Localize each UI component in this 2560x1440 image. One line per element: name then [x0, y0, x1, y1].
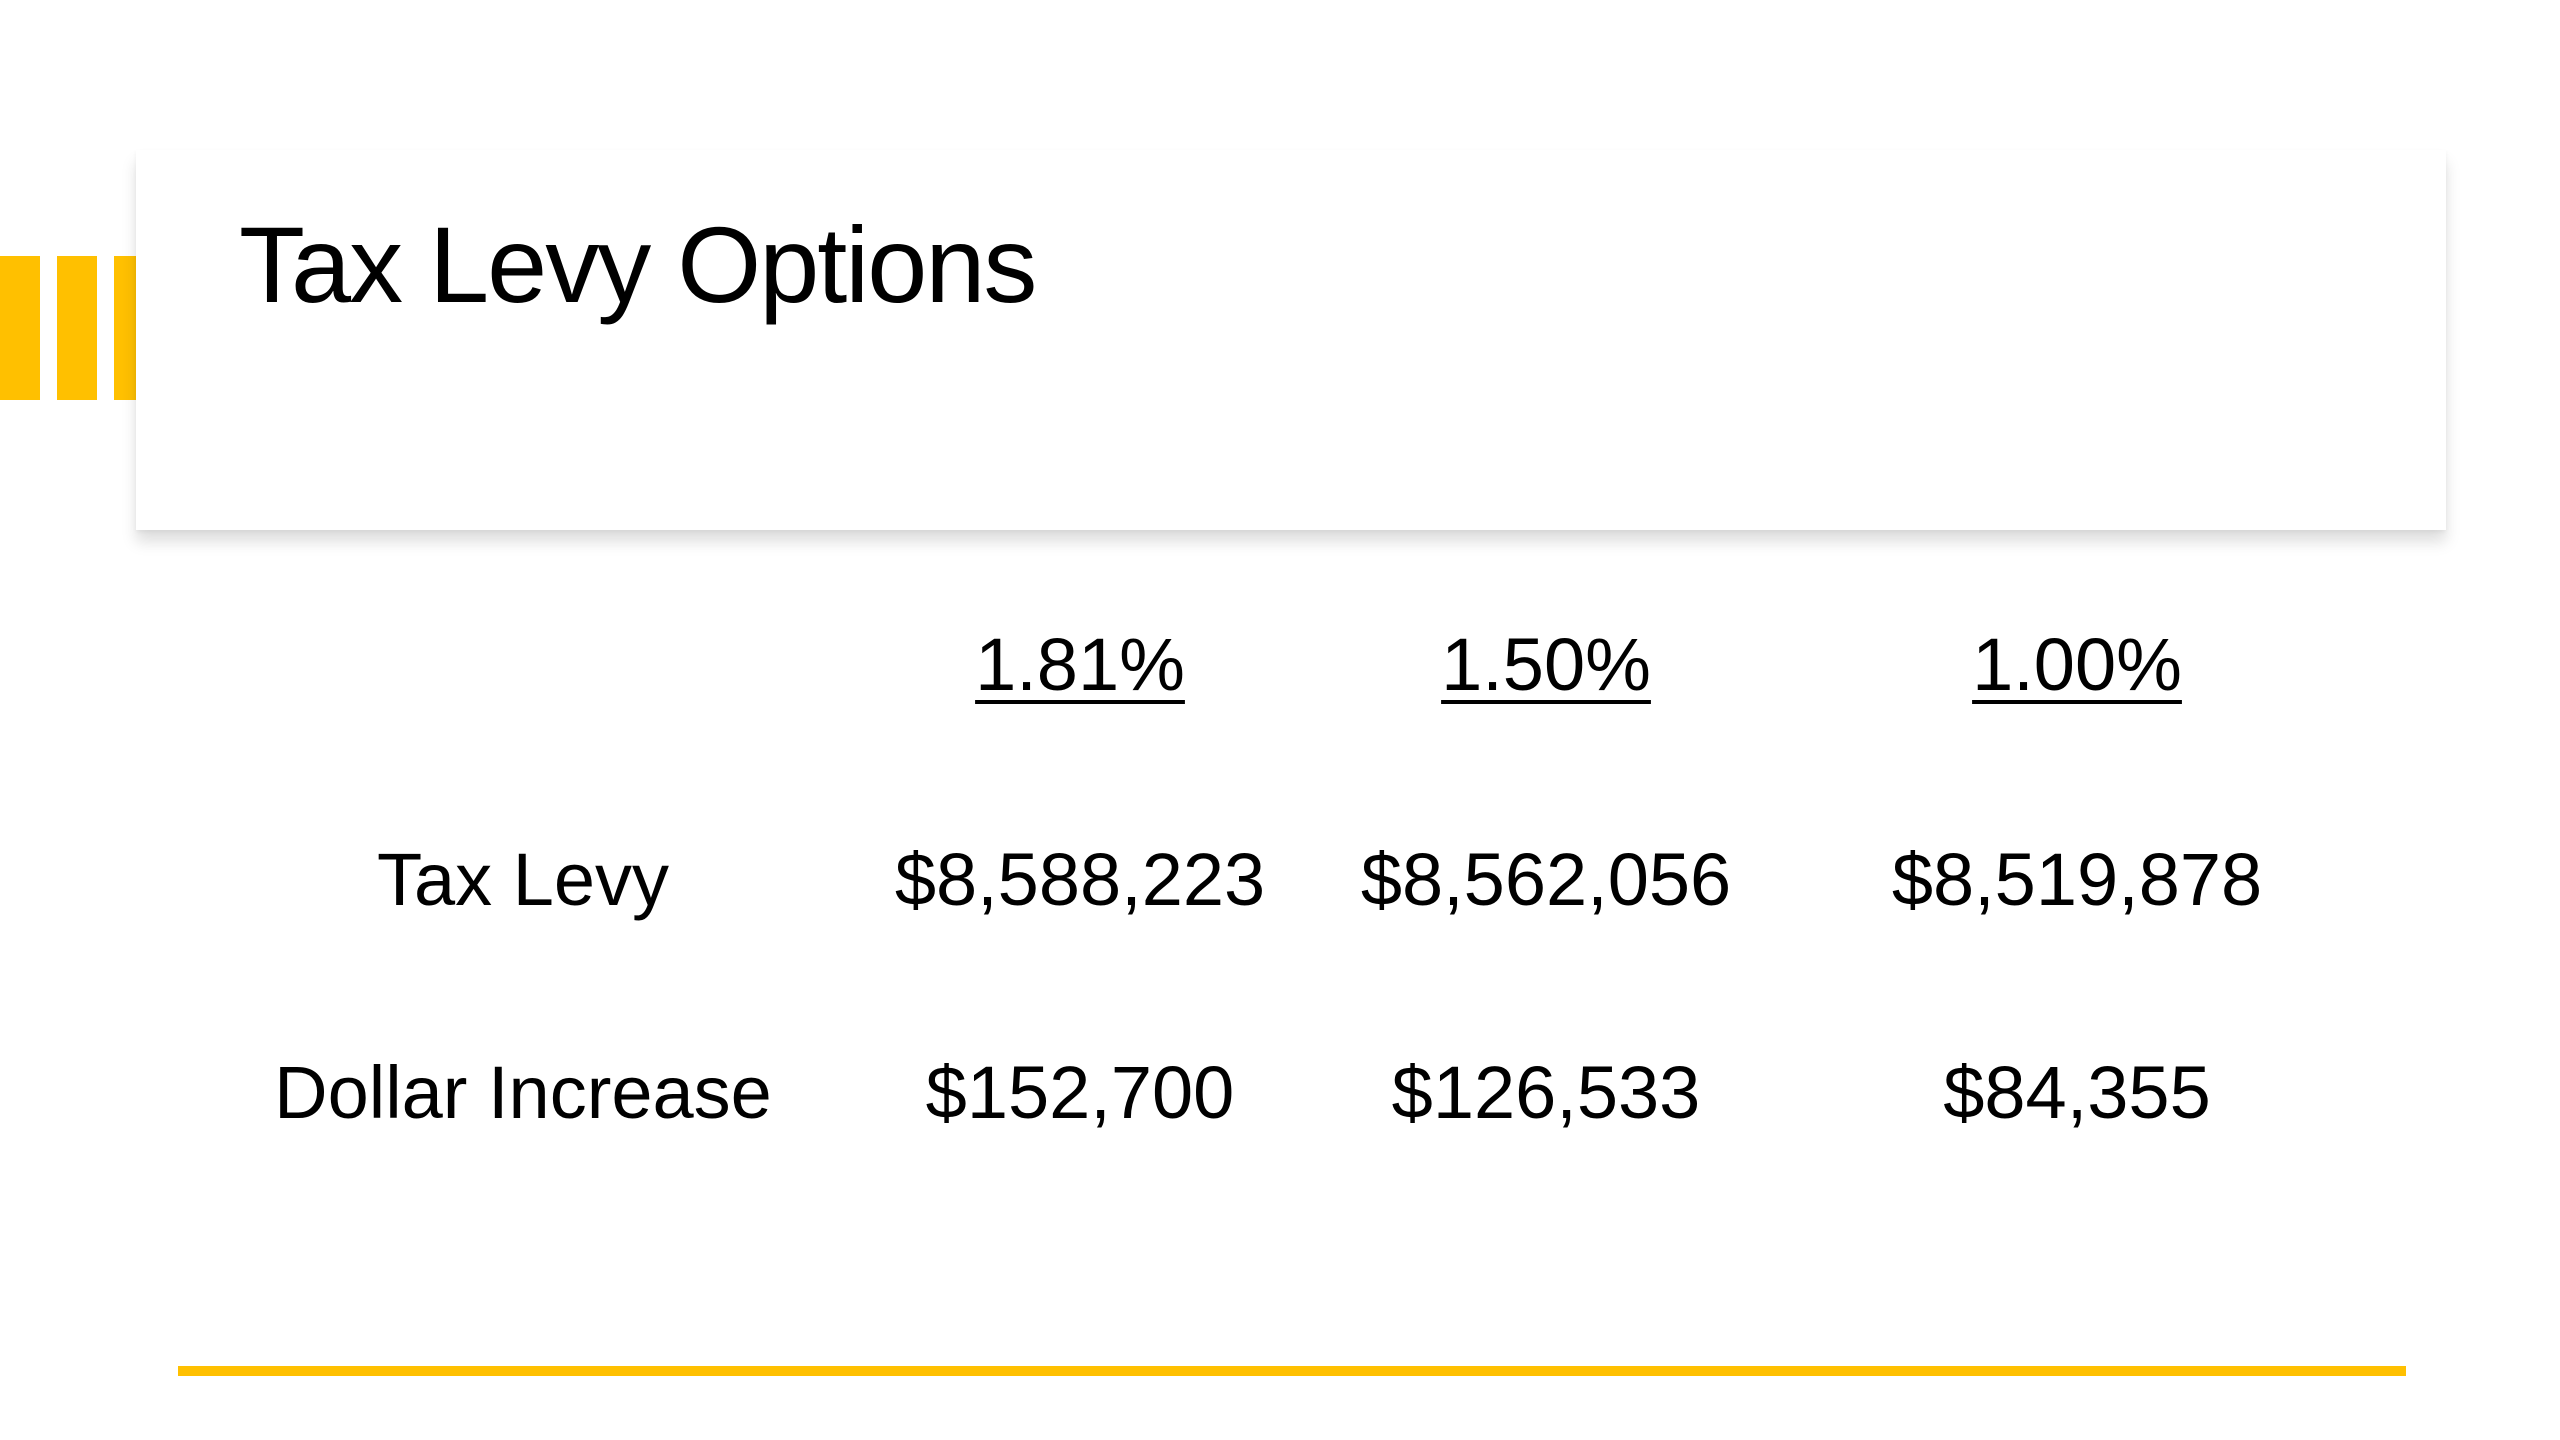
- accent-bar: [57, 256, 97, 400]
- table-cell: $126,533: [1391, 1051, 1701, 1134]
- accent-bar: [114, 256, 136, 400]
- accent-bars: [0, 256, 136, 400]
- title-card: Tax Levy Options: [136, 150, 2446, 530]
- column-header: 1.50%: [1441, 623, 1651, 706]
- column-header: 1.81%: [975, 623, 1185, 706]
- table-cell: $152,700: [925, 1051, 1235, 1134]
- table-cell: $8,588,223: [894, 838, 1266, 921]
- table-cell: $84,355: [1943, 1051, 2211, 1134]
- column-header: 1.00%: [1972, 623, 2182, 706]
- row-label: Dollar Increase: [274, 1051, 772, 1134]
- bottom-divider: [178, 1366, 2406, 1376]
- table-cell: $8,562,056: [1360, 838, 1732, 921]
- table-cell: $8,519,878: [1891, 838, 2263, 921]
- slide-title: Tax Levy Options: [239, 204, 1037, 325]
- accent-bar: [0, 256, 40, 400]
- row-label: Tax Levy: [376, 838, 670, 921]
